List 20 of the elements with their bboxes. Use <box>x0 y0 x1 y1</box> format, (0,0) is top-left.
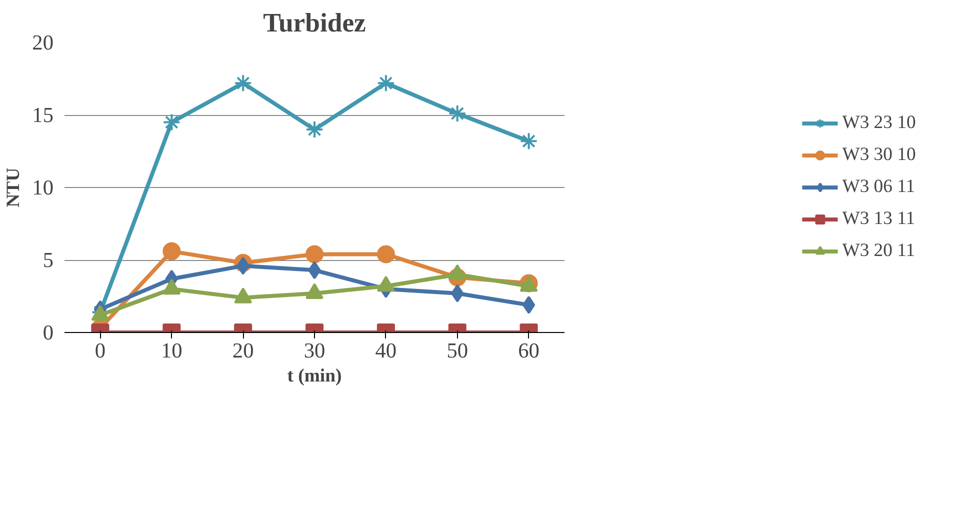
y-tick-label: 10 <box>32 176 54 200</box>
y-tick-label: 20 <box>32 30 54 54</box>
x-tick-label: 20 <box>232 338 254 362</box>
x-tick-label: 40 <box>375 338 397 362</box>
x-tick-label: 30 <box>304 338 326 362</box>
chart-title: Turbidez <box>263 8 366 38</box>
y-tick-label: 0 <box>42 320 54 344</box>
x-tick-label: 50 <box>446 338 468 362</box>
legend-label: W3 23 10 <box>842 112 916 134</box>
x-tick-label: 0 <box>94 338 106 362</box>
y-tick-label: 15 <box>32 103 54 127</box>
x-tick-label: 10 <box>160 338 182 362</box>
legend-label: W3 13 11 <box>842 208 916 230</box>
legend-label: W3 06 11 <box>842 176 916 198</box>
y-axis-title: NTU <box>3 167 24 208</box>
legend-label: W3 20 11 <box>842 240 916 262</box>
x-axis-title: t (min) <box>287 366 342 386</box>
x-tick-label: 60 <box>518 338 540 362</box>
legend-label: W3 30 10 <box>842 144 916 166</box>
y-tick-label: 5 <box>42 248 54 272</box>
